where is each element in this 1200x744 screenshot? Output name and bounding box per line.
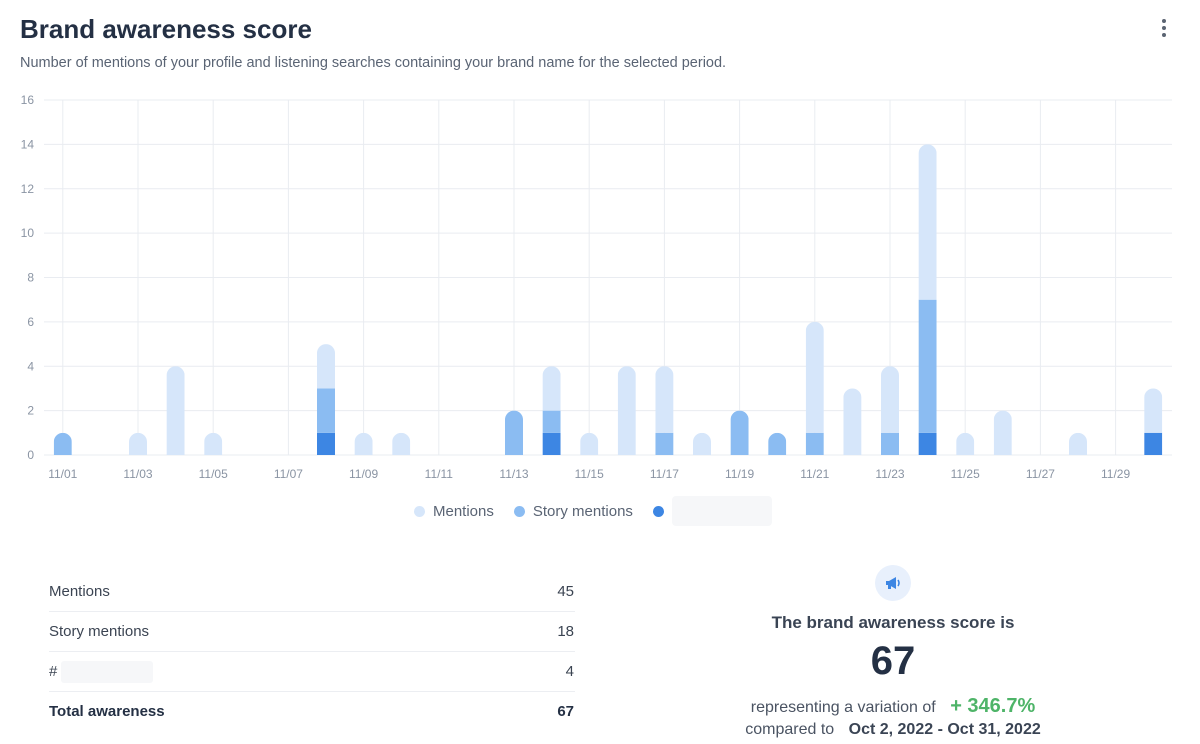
bar-segment-third-series bbox=[317, 432, 335, 455]
summary-value: 67 bbox=[557, 703, 574, 720]
summary-value: 45 bbox=[557, 583, 574, 600]
bar-segment-story-mentions bbox=[768, 432, 787, 455]
score-panel: The brand awareness score is 67 represen… bbox=[693, 565, 1093, 739]
compare-range: Oct 2, 2022 - Oct 31, 2022 bbox=[848, 721, 1041, 738]
legend-item-redacted[interactable] bbox=[652, 496, 772, 526]
score-variation: representing a variation of + 346.7% bbox=[693, 695, 1093, 718]
y-tick-label: 2 bbox=[27, 404, 34, 418]
bar-segment-story-mentions bbox=[317, 388, 335, 433]
x-tick-label: 11/07 bbox=[274, 467, 303, 481]
bar-segment-mentions bbox=[956, 432, 975, 455]
legend-item-mentions[interactable]: Mentions bbox=[414, 503, 494, 520]
bar-segment-mentions bbox=[166, 366, 185, 455]
y-tick-label: 8 bbox=[27, 271, 34, 285]
kebab-menu-icon[interactable] bbox=[1152, 16, 1176, 40]
bar-segment-mentions bbox=[881, 366, 899, 433]
summary-row-total: Total awareness 67 bbox=[49, 692, 575, 731]
y-tick-label: 16 bbox=[21, 93, 35, 107]
x-tick-label: 11/27 bbox=[1026, 467, 1055, 481]
y-tick-label: 4 bbox=[27, 359, 34, 373]
bar-segment-mentions bbox=[655, 366, 674, 433]
bar-segment-mentions bbox=[392, 432, 411, 455]
x-tick-label: 11/17 bbox=[650, 467, 679, 481]
summary-value: 18 bbox=[557, 623, 574, 640]
summary-label-hashtag: # bbox=[49, 660, 154, 683]
x-tick-label: 11/15 bbox=[575, 467, 604, 481]
bar-segment-mentions bbox=[843, 388, 862, 455]
bar-segment-mentions bbox=[317, 344, 335, 389]
bar-segment-story-mentions bbox=[918, 299, 937, 433]
bar-segment-third-series bbox=[1144, 432, 1163, 455]
variation-percent: + 346.7% bbox=[950, 695, 1036, 717]
bar-segment-third-series bbox=[918, 432, 937, 455]
summary-label: Mentions bbox=[49, 583, 110, 600]
summary-row-story-mentions: Story mentions 18 bbox=[49, 612, 575, 652]
x-tick-label: 11/23 bbox=[875, 467, 904, 481]
bar-segment-story-mentions bbox=[53, 432, 72, 455]
bar-segment-mentions bbox=[542, 366, 561, 411]
y-tick-label: 10 bbox=[21, 226, 35, 240]
x-tick-label: 11/19 bbox=[725, 467, 754, 481]
summary-table: Mentions 45 Story mentions 18 # 4 Total … bbox=[49, 572, 575, 731]
x-tick-label: 11/01 bbox=[48, 467, 77, 481]
summary-row-mentions: Mentions 45 bbox=[49, 572, 575, 612]
chart-legend: Mentions Story mentions bbox=[414, 496, 772, 526]
legend-swatch-story-mentions bbox=[513, 505, 525, 517]
legend-label-story-mentions: Story mentions bbox=[532, 502, 633, 520]
bar-segment-mentions bbox=[993, 410, 1012, 455]
x-tick-label: 11/29 bbox=[1101, 467, 1130, 481]
x-tick-label: 11/13 bbox=[499, 467, 528, 481]
bar-segment-mentions bbox=[805, 321, 824, 433]
bar-segment-third-series bbox=[542, 432, 561, 455]
summary-label: Total awareness bbox=[49, 703, 165, 720]
x-tick-label: 11/09 bbox=[349, 467, 378, 481]
legend-swatch-redacted bbox=[652, 505, 664, 517]
compare-prefix: compared to bbox=[745, 721, 835, 738]
x-tick-label: 11/11 bbox=[425, 467, 454, 481]
bar-segment-story-mentions bbox=[805, 432, 824, 455]
summary-row-hashtag: # 4 bbox=[49, 652, 575, 692]
bar-segment-story-mentions bbox=[505, 410, 523, 455]
brand-awareness-chart: 0 2 4 6 8 10 12 14 16 11/01 11/03 11/05 11/07 11/09 11… bbox=[21, 93, 1172, 481]
x-tick-label: 11/21 bbox=[800, 467, 829, 481]
page-title: Brand awareness score bbox=[20, 14, 312, 44]
bar-segment-mentions bbox=[918, 144, 937, 300]
redacted-legend-label bbox=[671, 496, 772, 526]
legend-item-story-mentions[interactable]: Story mentions bbox=[513, 502, 633, 520]
y-tick-label: 12 bbox=[21, 182, 35, 196]
bar-segment-story-mentions bbox=[542, 410, 561, 433]
score-compare: compared to Oct 2, 2022 - Oct 31, 2022 bbox=[693, 721, 1093, 739]
page-subtitle: Number of mentions of your profile and l… bbox=[20, 55, 727, 71]
x-tick-label: 11/03 bbox=[123, 467, 152, 481]
megaphone-icon bbox=[875, 565, 911, 601]
bar-segment-mentions bbox=[1069, 432, 1087, 455]
x-tick-label: 11/25 bbox=[951, 467, 980, 481]
legend-label-mentions: Mentions bbox=[433, 502, 494, 520]
redacted-hashtag bbox=[61, 660, 154, 683]
score-value: 67 bbox=[870, 639, 916, 683]
bar-segment-mentions bbox=[204, 432, 223, 455]
summary-label: Story mentions bbox=[49, 623, 150, 640]
variation-prefix: representing a variation of bbox=[750, 699, 936, 716]
bar-segment-mentions bbox=[354, 432, 373, 455]
summary-value: 4 bbox=[565, 663, 574, 680]
bar-segment-mentions bbox=[129, 432, 147, 455]
bar-segment-story-mentions bbox=[881, 432, 899, 455]
score-title: The brand awareness score is bbox=[771, 613, 1015, 632]
y-tick-label: 14 bbox=[21, 137, 35, 151]
x-tick-label: 11/05 bbox=[199, 467, 228, 481]
bar-segment-story-mentions bbox=[730, 410, 749, 455]
bar-segment-mentions bbox=[580, 432, 599, 455]
bar-segment-mentions bbox=[693, 432, 711, 455]
summary-label: # bbox=[49, 662, 58, 680]
bar-segment-mentions bbox=[617, 366, 636, 455]
bar-segment-mentions bbox=[1144, 388, 1163, 433]
y-tick-label: 0 bbox=[27, 448, 34, 462]
legend-swatch-mentions bbox=[414, 505, 425, 517]
y-tick-label: 6 bbox=[27, 315, 34, 329]
bar-segment-story-mentions bbox=[655, 432, 674, 455]
